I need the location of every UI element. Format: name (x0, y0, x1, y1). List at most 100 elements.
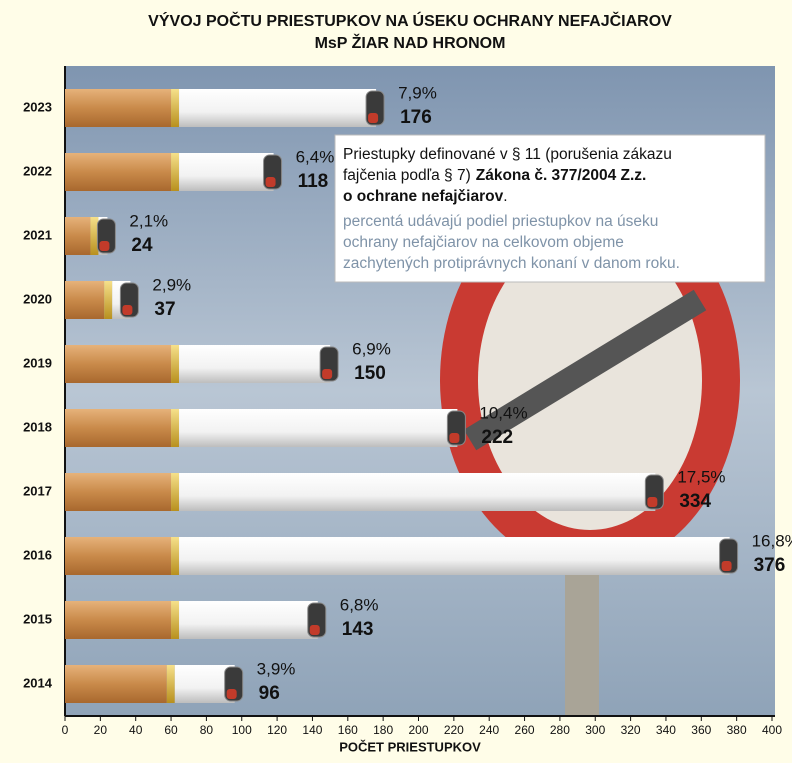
cigarette-filter (65, 345, 172, 383)
chart-subtitle: MsP ŽIAR NAD HRONOM (315, 33, 506, 52)
plot: 0 20 40 60 80 100 120 140 160 180 200 220 240 260 280 3… (23, 66, 792, 737)
x-tick-label: 0 (62, 723, 69, 737)
bar (65, 89, 385, 127)
value-label: 143 (342, 619, 374, 640)
y-tick-label: 2018 (23, 419, 52, 434)
cigarette-filter (65, 409, 172, 447)
note-line: percentá udávajú podiel priestupkov na ú… (343, 213, 658, 230)
percent-label: 2,1% (129, 211, 168, 230)
y-tick-label: 2017 (23, 483, 52, 498)
percent-label: 7,9% (398, 83, 437, 102)
x-tick-label: 120 (267, 723, 287, 737)
value-label: 176 (400, 107, 432, 128)
y-tick-label: 2022 (23, 163, 52, 178)
x-tick-label: 360 (691, 723, 711, 737)
cigarette-paper (179, 153, 274, 191)
x-tick-label: 20 (94, 723, 108, 737)
bar (65, 153, 283, 191)
percent-label: 6,9% (352, 339, 391, 358)
cigarette-band (171, 409, 180, 447)
note-line: Priestupky definované v § 11 (porušenia … (343, 146, 672, 163)
cigarette-ember (122, 305, 133, 315)
bar (65, 537, 739, 575)
x-tick-label: 140 (302, 723, 322, 737)
x-tick-label: 280 (550, 723, 570, 737)
x-tick-label: 300 (585, 723, 605, 737)
cigarette-ember (99, 241, 110, 251)
cigarette-filter (65, 89, 172, 127)
value-label: 118 (298, 171, 329, 192)
value-label: 222 (481, 427, 513, 448)
y-tick-label: 2023 (23, 99, 52, 114)
percent-label: 6,8% (340, 595, 379, 614)
bar (65, 601, 327, 639)
cigarette-ember (226, 689, 237, 699)
note-bold: Zákona č. 377/2004 Z.z. (476, 167, 647, 184)
cigarette-band (171, 345, 180, 383)
note-bold: o ochrane nefajčiarov (343, 188, 504, 205)
cigarette-paper (179, 409, 458, 447)
x-tick-label: 200 (408, 723, 428, 737)
cigarette-band (171, 537, 180, 575)
cigarette-filter (65, 281, 105, 319)
note-line: fajčenia podľa § 7) Zákona č. 377/2004 Z.… (343, 167, 646, 184)
y-tick-label: 2020 (23, 291, 52, 306)
note-text: . (503, 188, 507, 205)
x-tick-label: 60 (164, 723, 178, 737)
y-tick-label: 2014 (23, 675, 53, 690)
bar (65, 665, 244, 703)
x-axis-label: POČET PRIESTUPKOV (339, 739, 481, 754)
cigarette-paper (179, 537, 730, 575)
note-line: ochrany nefajčiarov na celkovom objeme (343, 234, 624, 251)
cigarette-paper (179, 601, 318, 639)
cigarette-ember (368, 113, 379, 123)
x-tick-label: 80 (200, 723, 214, 737)
bar (65, 409, 466, 447)
y-tick-label: 2019 (23, 355, 52, 370)
percent-label: 6,4% (296, 147, 335, 166)
cigarette-filter (65, 153, 172, 191)
percent-label: 2,9% (152, 275, 191, 294)
cigarette-band (171, 473, 180, 511)
y-tick-label: 2021 (23, 227, 52, 242)
note-line: o ochrane nefajčiarov. (343, 188, 508, 205)
value-label: 334 (679, 491, 711, 512)
percent-label: 17,5% (677, 467, 725, 486)
value-label: 24 (131, 235, 153, 256)
percent-label: 10,4% (479, 403, 527, 422)
cigarette-ember (647, 497, 658, 507)
x-tick-label: 340 (656, 723, 676, 737)
cigarette-paper (179, 473, 656, 511)
cigarette-band (171, 89, 180, 127)
note-line: zachytených protiprávnych konaní v danom… (343, 255, 680, 272)
percent-label: 3,9% (257, 659, 296, 678)
bar (65, 473, 664, 511)
x-tick-label: 100 (232, 723, 252, 737)
bar (65, 217, 116, 255)
cigarette-band (171, 153, 180, 191)
bar (65, 281, 139, 319)
cigarette-band (90, 217, 99, 255)
cigarette-paper (179, 89, 377, 127)
bar (65, 345, 339, 383)
x-tick-label: 260 (515, 723, 535, 737)
x-tick-label: 320 (621, 723, 641, 737)
cigarette-band (171, 601, 180, 639)
x-tick-label: 220 (444, 723, 464, 737)
y-tick-label: 2016 (23, 547, 52, 562)
cigarette-ember (322, 369, 333, 379)
x-tick-label: 240 (479, 723, 499, 737)
value-label: 37 (154, 299, 175, 320)
x-tick-label: 400 (762, 723, 782, 737)
cigarette-band (166, 665, 175, 703)
chart-title: VÝVOJ POČTU PRIESTUPKOV NA ÚSEKU OCHRANY… (148, 11, 672, 30)
x-tick-label: 380 (727, 723, 747, 737)
value-label: 150 (354, 363, 386, 384)
value-label: 376 (754, 555, 786, 576)
value-label: 96 (259, 683, 280, 704)
note-box (334, 134, 766, 283)
cigarette-filter (65, 217, 91, 255)
percent-label: 16,8% (752, 531, 792, 550)
note-text: fajčenia podľa § 7) (343, 167, 471, 184)
